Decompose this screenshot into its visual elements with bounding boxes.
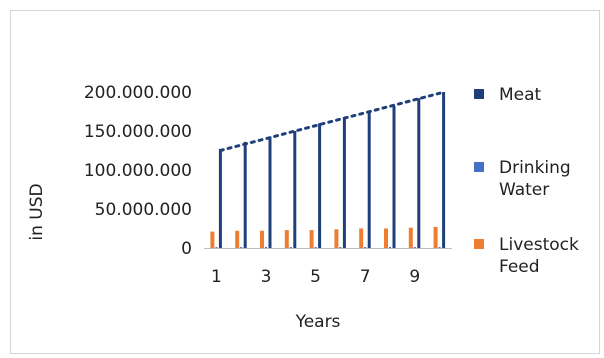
- bar-livestock-feed: [210, 231, 215, 248]
- legend-label: Feed: [499, 257, 540, 277]
- bar-meat: [318, 123, 322, 248]
- bar-livestock-feed: [433, 226, 438, 248]
- y-tick-label: 0: [181, 239, 192, 259]
- bar-drinking-water: [265, 247, 267, 248]
- bar-meat: [293, 131, 297, 248]
- meat-trendline: [218, 90, 446, 152]
- legend-swatch: [474, 162, 484, 172]
- x-tick-label: 9: [409, 267, 420, 287]
- legend-swatch: [474, 89, 484, 99]
- bar-livestock-feed: [284, 230, 289, 248]
- legend-label: Meat: [499, 85, 542, 105]
- y-tick-label: 200.000.000: [84, 83, 192, 103]
- x-tick-label: 3: [261, 267, 272, 287]
- legend-label: Livestock: [499, 235, 579, 255]
- x-axis-ticks: 1 3 5 7 9: [211, 267, 420, 287]
- bar-drinking-water: [215, 247, 218, 248]
- bar-drinking-water: [289, 247, 292, 248]
- bar-livestock-feed: [334, 229, 339, 248]
- bar-drinking-water: [413, 247, 416, 248]
- bar-livestock-feed: [359, 228, 364, 248]
- bar-drinking-water: [339, 247, 342, 248]
- y-tick-label: 100.000.000: [84, 161, 192, 181]
- bar-livestock-feed: [235, 230, 240, 248]
- bar-drinking-water: [438, 247, 441, 248]
- legend-item: Meat: [474, 85, 542, 105]
- y-axis-ticks: 200.000.000 150.000.000 100.000.000 50.000.…: [84, 83, 192, 259]
- bar-livestock-feed: [408, 227, 413, 248]
- bar-meat: [392, 106, 396, 248]
- legend-label: Drinking: [499, 158, 571, 178]
- y-axis-title: in USD: [27, 183, 47, 240]
- bar-meat: [442, 92, 446, 248]
- bar-meat: [243, 141, 247, 248]
- bar-drinking-water: [389, 247, 391, 248]
- bar-livestock-feed: [260, 230, 264, 248]
- y-tick-label: 150.000.000: [84, 122, 192, 142]
- bar-meat: [342, 117, 346, 248]
- legend-label: Water: [499, 180, 549, 200]
- x-tick-label: 7: [360, 267, 371, 287]
- bar-meat: [218, 148, 222, 248]
- bar-drinking-water: [314, 247, 317, 248]
- x-axis-title: Years: [295, 312, 341, 332]
- bar-meat: [268, 136, 272, 248]
- x-tick-label: 5: [310, 267, 321, 287]
- bars: [210, 92, 446, 248]
- bar-livestock-feed: [309, 230, 314, 248]
- bar-drinking-water: [240, 247, 243, 248]
- chart-frame: [10, 10, 600, 354]
- bar-meat: [417, 98, 421, 248]
- y-tick-label: 50.000.000: [95, 200, 192, 220]
- bar-meat: [367, 112, 371, 248]
- bar-drinking-water: [364, 247, 367, 248]
- legend-swatch: [474, 239, 484, 249]
- bar-livestock-feed: [384, 228, 388, 248]
- x-tick-label: 1: [211, 267, 222, 287]
